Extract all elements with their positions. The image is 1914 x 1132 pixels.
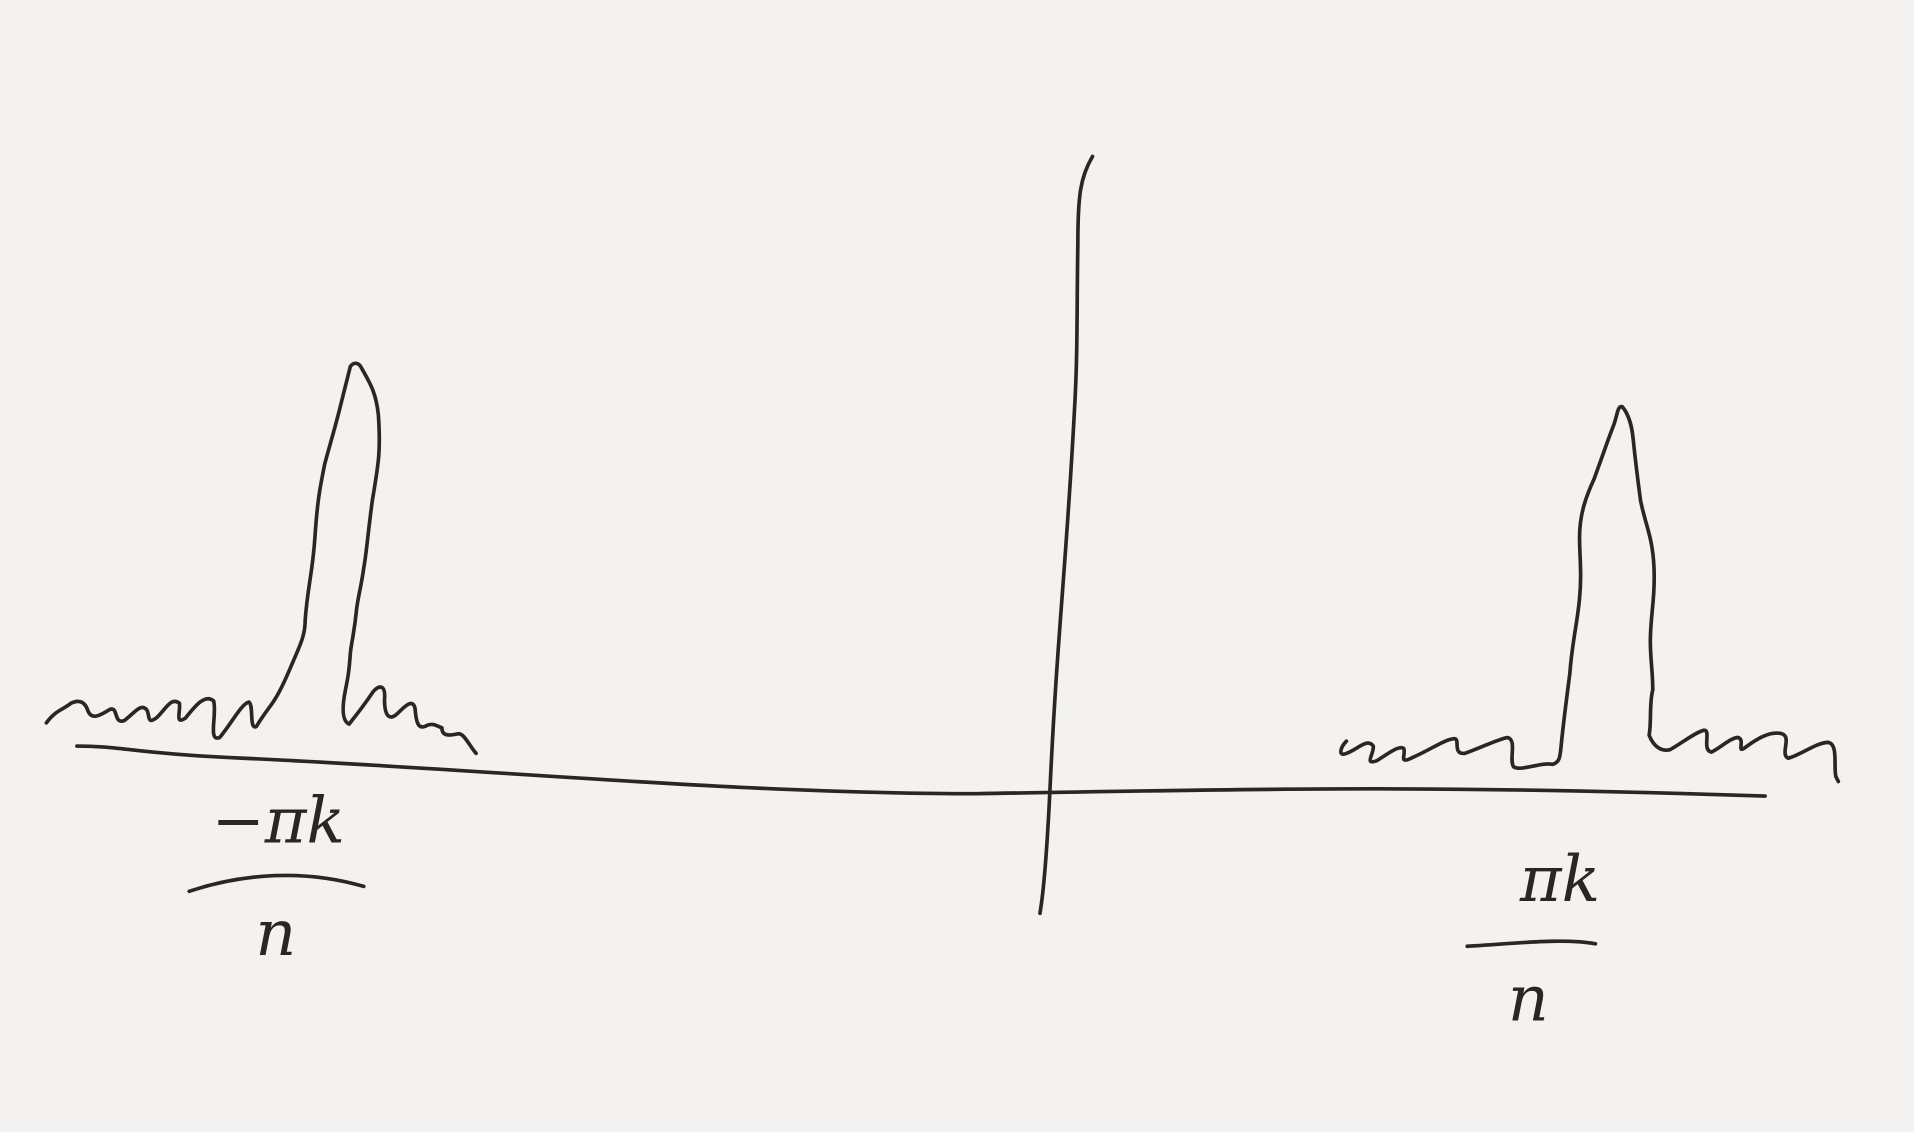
vertical-axis bbox=[1038, 154, 1095, 916]
fraction-bar bbox=[187, 873, 366, 894]
left-peak bbox=[44, 361, 478, 756]
label-numerator: πk bbox=[1519, 842, 1600, 916]
label-numerator: −πk bbox=[212, 783, 345, 857]
label-denominator: n bbox=[1508, 962, 1549, 1036]
horizontal-axis bbox=[75, 744, 1767, 798]
fraction-bar bbox=[1465, 939, 1598, 949]
label-denominator: n bbox=[255, 896, 296, 970]
right-peak bbox=[1339, 404, 1841, 784]
